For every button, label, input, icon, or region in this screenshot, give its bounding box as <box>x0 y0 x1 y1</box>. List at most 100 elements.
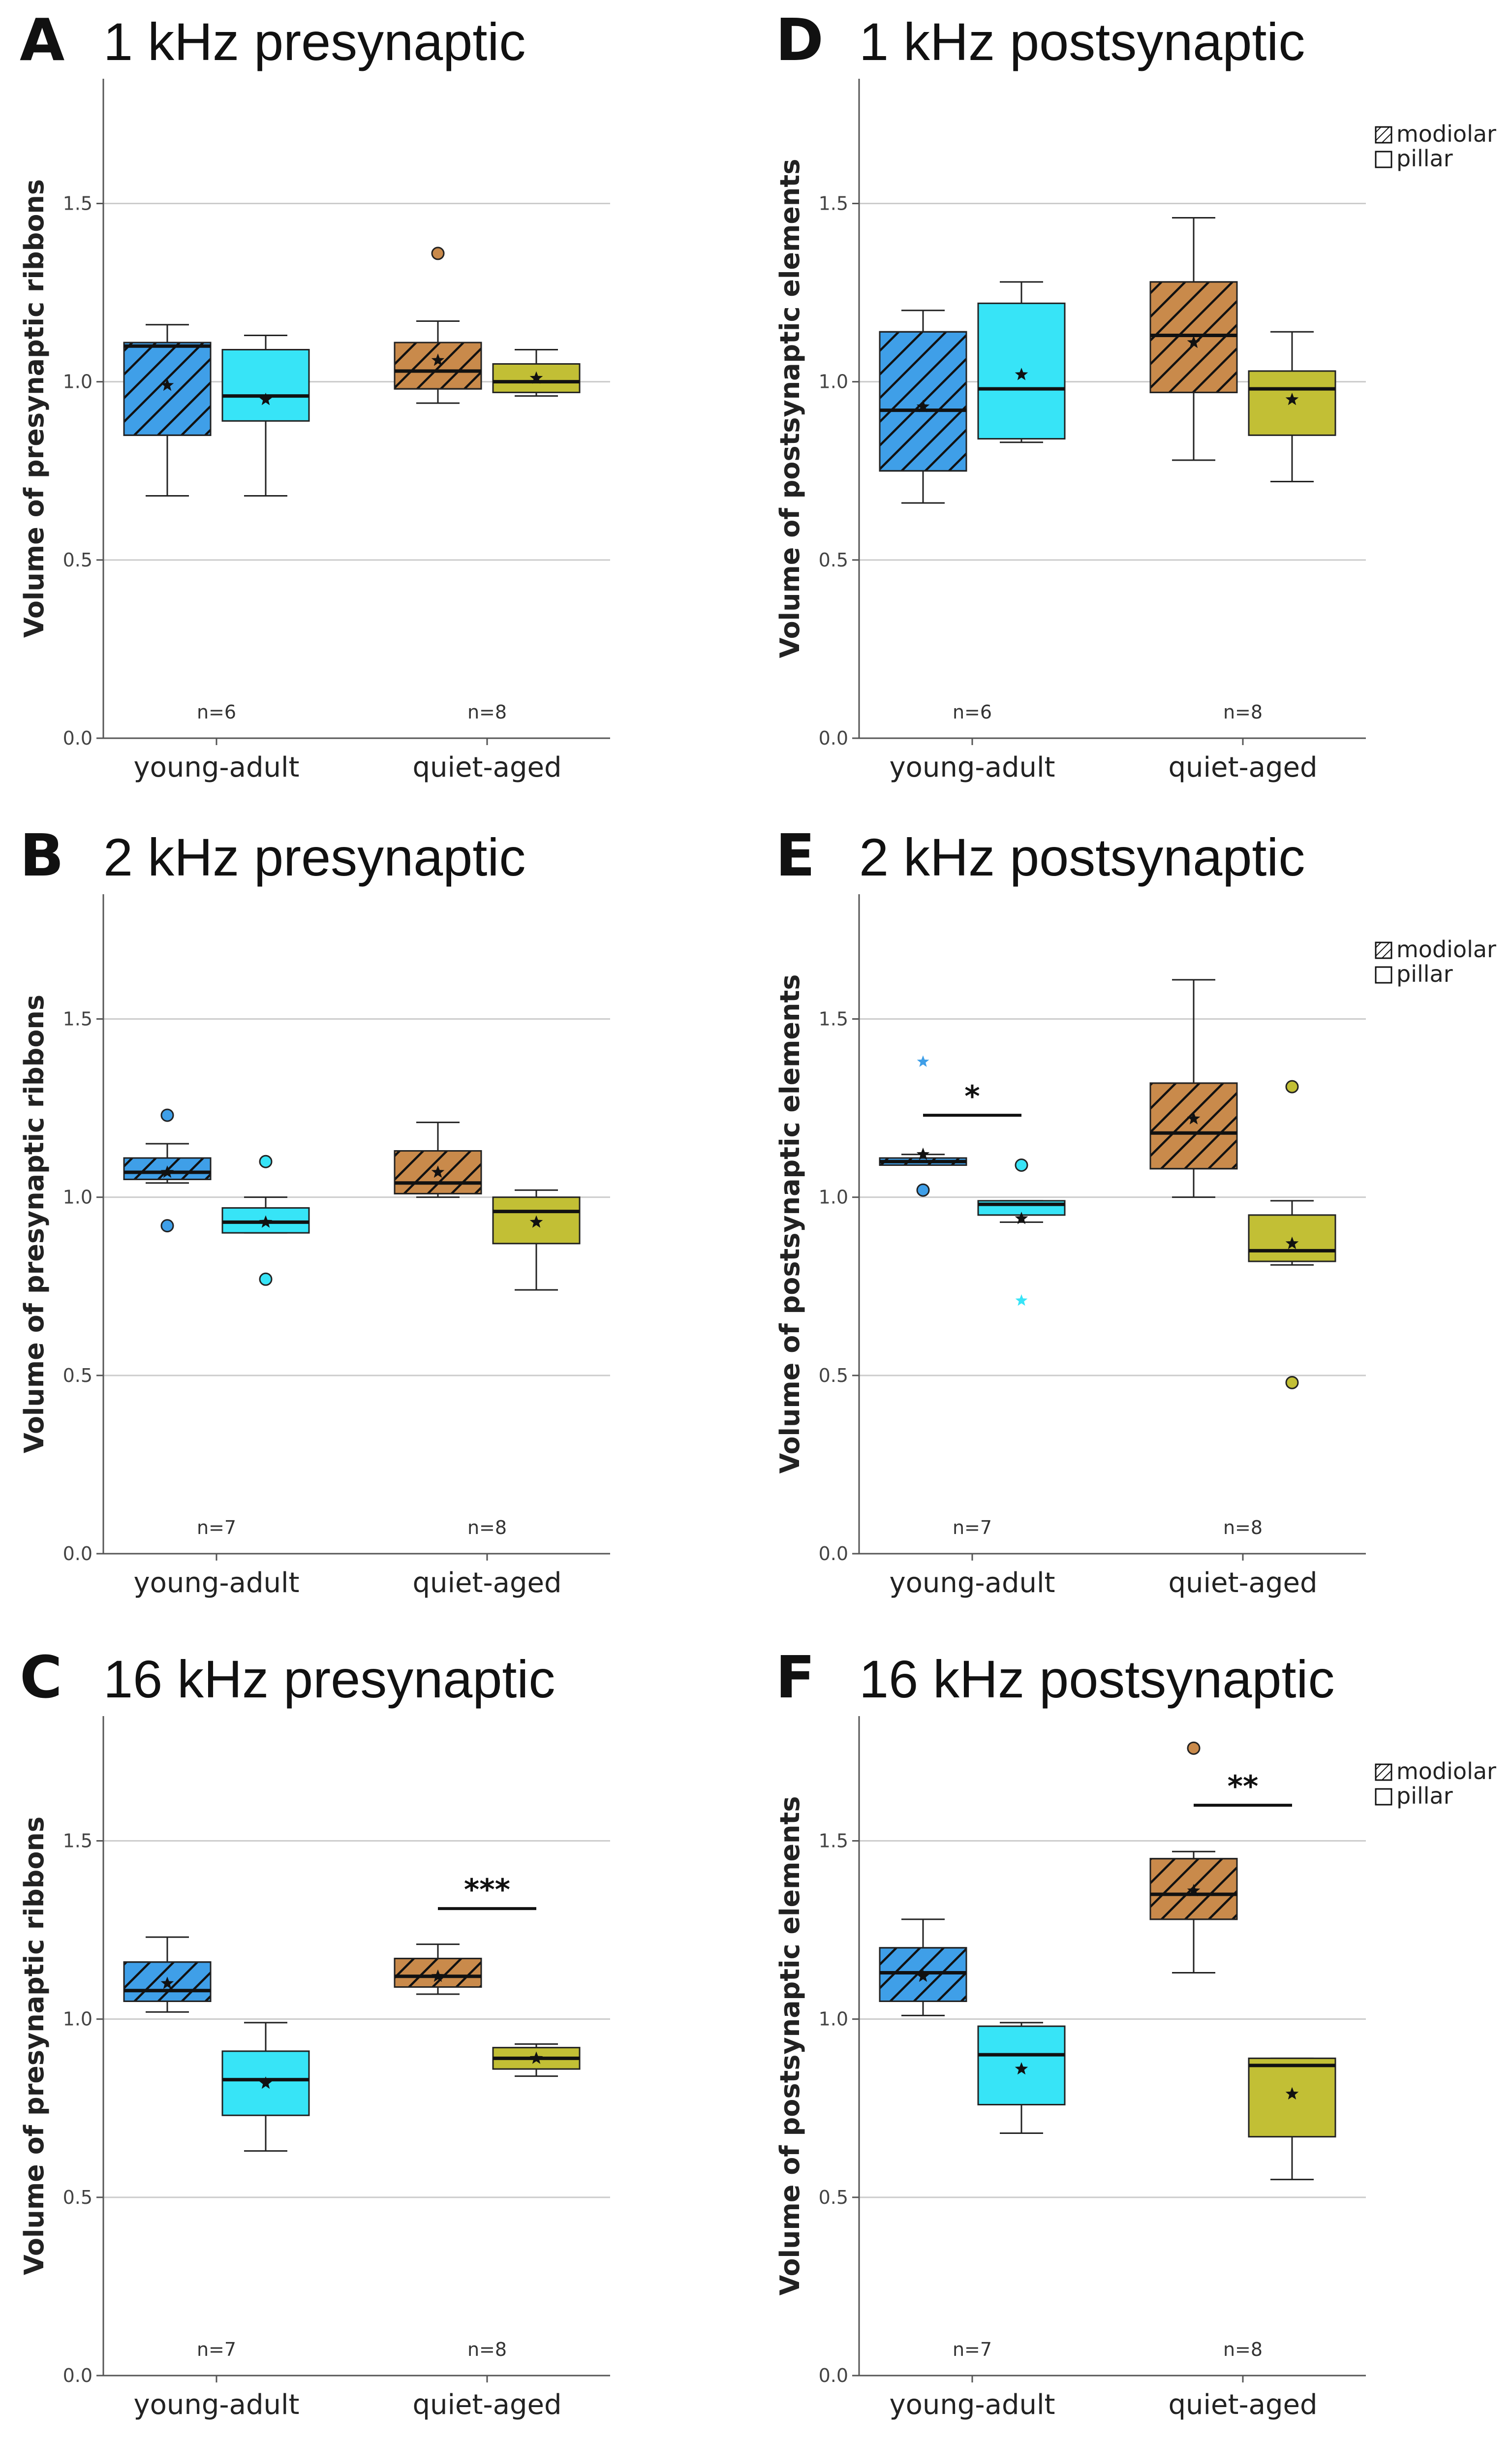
sample-size-label: n=8 <box>467 701 507 723</box>
panel-letter: D <box>775 6 824 74</box>
y-tick-label: 1.5 <box>819 193 848 215</box>
mean-marker <box>1015 2062 1028 2075</box>
legend-label-pillar: pillar <box>1396 145 1453 172</box>
y-tick-label: 0.5 <box>819 549 848 571</box>
legend-swatch-pillar <box>1375 151 1392 168</box>
sample-size-label: n=8 <box>467 1517 507 1538</box>
box-body <box>1248 370 1336 436</box>
panel-E: E 2 kHz postsynaptic 0.0 0.5 1.0 1.5 Volume of… <box>774 821 1496 1599</box>
box-quiet-aged-pillar <box>1248 1080 1336 1389</box>
box-hatch <box>123 342 212 436</box>
panel-letter: E <box>775 821 815 889</box>
sample-size-label: n=8 <box>1223 1517 1263 1538</box>
box-quiet-aged-pillar <box>492 2043 581 2077</box>
panel-title: 1 kHz presynaptic <box>103 12 525 71</box>
significance-label: ** <box>1228 1769 1259 1804</box>
box-hatch <box>1149 1082 1238 1170</box>
y-tick-label: 1.0 <box>819 1187 848 1208</box>
x-tick-label: young-adult <box>133 2389 299 2421</box>
legend-swatch-modiolar <box>1375 941 1392 959</box>
mean-marker <box>916 1969 930 1982</box>
mean-marker <box>529 371 543 384</box>
y-tick-label: 0.0 <box>63 1543 93 1565</box>
box-quiet-aged-modiolar <box>394 1943 482 1995</box>
box-quiet-aged-pillar <box>1248 331 1336 482</box>
significance-label: *** <box>464 1873 510 1907</box>
x-tick-label: quiet-aged <box>412 2389 561 2421</box>
box-hatch <box>394 1150 482 1194</box>
box-quiet-aged-pillar <box>492 348 581 397</box>
sample-size-label: n=7 <box>953 2339 992 2360</box>
y-tick-label: 1.0 <box>819 371 848 393</box>
box-young-adult-pillar <box>977 2022 1066 2134</box>
y-tick-label: 1.5 <box>63 1008 93 1030</box>
mean-marker <box>160 1976 174 1989</box>
panel-letter: A <box>20 6 64 74</box>
box-young-adult-pillar <box>221 2022 310 2152</box>
y-tick-label: 0.0 <box>819 2365 848 2386</box>
legend-label-modiolar: modiolar <box>1396 936 1496 963</box>
mean-marker <box>259 1215 273 1228</box>
y-axis-label: Volume of postsynaptic elements <box>774 159 805 658</box>
mean-marker <box>1015 1212 1028 1224</box>
mean-marker <box>431 1165 445 1178</box>
x-tick-label: young-adult <box>889 2389 1055 2421</box>
mean-marker <box>529 2051 543 2064</box>
outlier-point <box>1015 1158 1028 1172</box>
y-tick-label: 1.0 <box>63 1187 93 1208</box>
x-tick-label: quiet-aged <box>1168 751 1317 783</box>
panel-title: 2 kHz presynaptic <box>103 827 525 887</box>
sample-size-label: n=7 <box>197 2339 236 2360</box>
panel-D: D 1 kHz postsynaptic 0.0 0.5 1.0 1.5 Volume of… <box>774 6 1496 783</box>
panel-title: 16 kHz presynaptic <box>103 1649 555 1709</box>
y-tick-label: 0.0 <box>63 2365 93 2386</box>
outlier-point <box>259 1272 273 1286</box>
mean-marker <box>1285 2087 1299 2100</box>
x-tick-label: young-adult <box>133 751 299 783</box>
y-tick-label: 1.0 <box>819 2008 848 2030</box>
box-body <box>1248 2057 1336 2138</box>
panel-letter: B <box>20 821 64 889</box>
box-quiet-aged-pillar <box>1248 2057 1336 2181</box>
x-tick-label: quiet-aged <box>1168 2389 1317 2421</box>
y-tick-label: 1.5 <box>819 1830 848 1852</box>
mean-marker <box>431 1969 445 1982</box>
mean-marker <box>916 400 930 412</box>
outlier-point <box>916 1183 930 1197</box>
significance-label: * <box>964 1079 980 1114</box>
x-tick-label: quiet-aged <box>412 751 561 783</box>
mean-marker <box>431 353 445 366</box>
mean-marker <box>1285 1236 1299 1250</box>
y-tick-label: 1.5 <box>819 1008 848 1030</box>
mean-marker <box>916 1147 930 1160</box>
mean-marker <box>1187 1883 1201 1897</box>
box-quiet-aged-pillar <box>492 1189 581 1291</box>
panel-A: A 1 kHz presynaptic 0.0 0.5 1.0 1.5 Volume of … <box>19 6 610 783</box>
box-young-adult-modiolar <box>123 1108 212 1233</box>
x-tick-label: quiet-aged <box>412 1567 561 1599</box>
box-young-adult-pillar <box>977 281 1066 443</box>
mean-marker <box>1187 1112 1201 1125</box>
mean-marker <box>259 392 273 406</box>
box-quiet-aged-modiolar <box>394 247 482 404</box>
y-axis-label: Volume of postsynaptic elements <box>774 1796 805 2296</box>
legend-swatch-pillar <box>1375 966 1392 984</box>
outlier-point <box>1285 1376 1299 1389</box>
outlier-point <box>1285 1080 1299 1094</box>
panel-letter: C <box>20 1643 62 1711</box>
panel-title: 16 kHz postsynaptic <box>859 1649 1334 1709</box>
legend-label-modiolar: modiolar <box>1396 1758 1496 1785</box>
y-tick-label: 1.0 <box>63 371 93 393</box>
y-tick-label: 1.5 <box>63 1830 93 1852</box>
sample-size-label: n=6 <box>953 701 992 723</box>
sample-size-label: n=7 <box>197 1517 236 1538</box>
y-axis-label: Volume of presynaptic ribbons <box>19 179 50 638</box>
panel-B: B 2 kHz presynaptic 0.0 0.5 1.0 1.5 Volume of … <box>19 821 610 1599</box>
box-young-adult-pillar <box>977 1158 1066 1306</box>
box-young-adult-pillar <box>221 335 310 497</box>
box-quiet-aged-modiolar <box>1149 979 1238 1198</box>
legend-swatch-pillar <box>1375 1788 1392 1806</box>
mean-marker <box>259 2076 273 2089</box>
y-axis-label: Volume of presynaptic ribbons <box>19 995 50 1453</box>
